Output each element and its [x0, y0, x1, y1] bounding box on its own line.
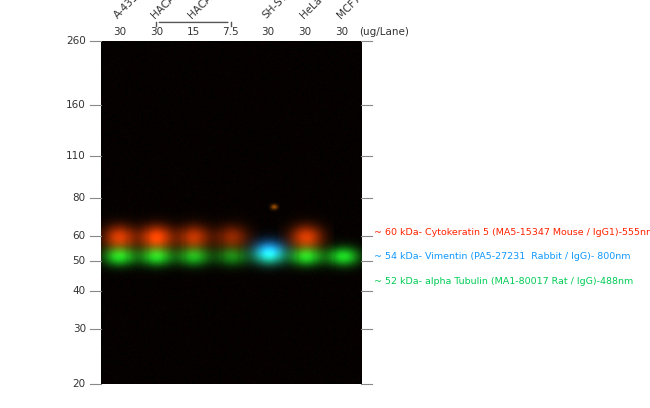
Text: 20: 20 — [73, 379, 86, 388]
Text: 7.5: 7.5 — [222, 27, 239, 37]
Text: HACAT: HACAT — [150, 0, 181, 20]
Text: 60: 60 — [73, 231, 86, 242]
Text: 30: 30 — [298, 27, 311, 37]
Text: 80: 80 — [73, 193, 86, 203]
Text: ~ 52 kDa- alpha Tubulin (MA1-80017 Rat / IgG)-488nm: ~ 52 kDa- alpha Tubulin (MA1-80017 Rat /… — [374, 277, 633, 286]
Text: 30: 30 — [112, 27, 126, 37]
Text: ~ 54 kDa- Vimentin (PA5-27231  Rabbit / IgG)- 800nm: ~ 54 kDa- Vimentin (PA5-27231 Rabbit / I… — [374, 252, 630, 261]
Text: 110: 110 — [66, 151, 86, 161]
Text: 30: 30 — [150, 27, 163, 37]
Text: 30: 30 — [335, 27, 349, 37]
Text: A-431: A-431 — [112, 0, 141, 20]
Text: 40: 40 — [73, 286, 86, 296]
Text: 30: 30 — [73, 324, 86, 334]
Text: 160: 160 — [66, 100, 86, 110]
Text: 15: 15 — [187, 27, 200, 37]
Text: ~ 60 kDa- Cytokeratin 5 (MA5-15347 Mouse / IgG1)-555nm: ~ 60 kDa- Cytokeratin 5 (MA5-15347 Mouse… — [374, 228, 650, 237]
Text: 260: 260 — [66, 36, 86, 46]
Text: 30: 30 — [261, 27, 274, 37]
Text: (ug/Lane): (ug/Lane) — [359, 27, 409, 37]
Text: 50: 50 — [73, 255, 86, 266]
Text: SH-SY5Y: SH-SY5Y — [261, 0, 299, 20]
Text: HeLa: HeLa — [298, 0, 324, 20]
Text: MCF7: MCF7 — [335, 0, 363, 20]
Text: HACAT: HACAT — [187, 0, 218, 20]
